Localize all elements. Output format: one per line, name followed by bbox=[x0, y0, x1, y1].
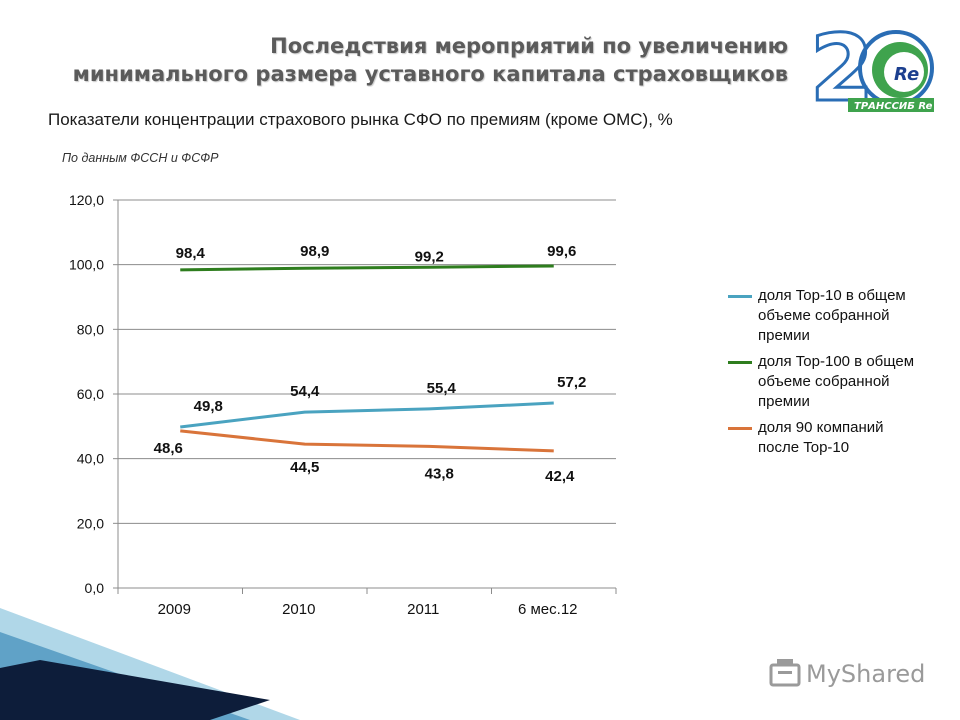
data-label: 44,5 bbox=[290, 459, 319, 476]
logo-brand-text: ТРАНССИБ Re bbox=[854, 101, 933, 112]
data-label: 98,9 bbox=[300, 243, 329, 260]
legend-item-3: доля 90 компаний после Top-10 bbox=[728, 418, 918, 458]
y-tick-label: 120,0 bbox=[69, 192, 104, 208]
legend-swatch bbox=[728, 295, 752, 298]
transsib-re-logo: 2 Re ТРАНССИБ Re bbox=[809, 18, 934, 118]
y-tick-labels: 0,0 20,0 40,0 60,0 80,0 100,0 120,0 bbox=[69, 192, 104, 596]
series-line-1 bbox=[180, 401, 554, 429]
legend-item-2: доля Top-100 в общем объеме собранной пр… bbox=[728, 352, 918, 412]
series-line-2 bbox=[180, 264, 554, 272]
legend-item-1: доля Top-10 в общем объеме собранной пре… bbox=[728, 286, 918, 346]
x-tick-label: 2010 bbox=[282, 601, 315, 618]
data-label: 43,8 bbox=[425, 465, 454, 482]
watermark-text: MyShared bbox=[806, 660, 926, 688]
y-tick-label: 80,0 bbox=[77, 321, 104, 337]
chart-legend: доля Top-10 в общем объеме собранной пре… bbox=[728, 286, 918, 464]
data-label: 42,4 bbox=[545, 468, 575, 485]
y-tick-label: 40,0 bbox=[77, 451, 104, 467]
chart-subtitle: Показатели концентрации страхового рынка… bbox=[48, 110, 673, 129]
slide-title: Последствия мероприятий по увеличению ми… bbox=[73, 32, 788, 88]
data-label: 54,4 bbox=[290, 383, 320, 400]
x-tick-label: 6 мес.12 bbox=[518, 601, 578, 618]
x-tick-labels: 2009 2010 2011 6 мес.12 bbox=[158, 601, 578, 618]
legend-label: доля Top-10 в общем объеме собранной пре… bbox=[758, 287, 906, 344]
data-label: 57,2 bbox=[557, 374, 586, 391]
series-line-3 bbox=[180, 429, 554, 453]
data-label: 99,2 bbox=[415, 248, 444, 265]
data-label: 55,4 bbox=[427, 380, 457, 397]
data-label: 49,8 bbox=[194, 398, 223, 415]
source-note: По данным ФССН и ФСФР bbox=[62, 151, 219, 165]
slide-title-line1: Последствия мероприятий по увеличению bbox=[270, 34, 788, 58]
x-tick-label: 2009 bbox=[158, 601, 191, 618]
y-tick-label: 100,0 bbox=[69, 257, 104, 273]
myshared-logo-icon bbox=[769, 659, 801, 687]
y-tick-label: 20,0 bbox=[77, 515, 104, 531]
series-lines bbox=[180, 264, 554, 453]
data-label: 48,6 bbox=[154, 440, 183, 457]
logo-re-text: Re bbox=[894, 64, 919, 85]
axes bbox=[113, 199, 617, 594]
data-labels: 49,8 54,4 55,4 57,2 98,4 98,9 99,2 99,6 48,6 44,5… bbox=[154, 243, 587, 485]
x-tick-label: 2011 bbox=[407, 601, 439, 618]
y-tick-label: 60,0 bbox=[77, 386, 104, 402]
legend-swatch bbox=[728, 427, 752, 430]
legend-swatch bbox=[728, 361, 752, 364]
legend-label: доля Top-100 в общем объеме собранной пр… bbox=[758, 353, 915, 410]
slide-title-line2: минимального размера уставного капитала … bbox=[72, 62, 788, 86]
y-tick-label: 0,0 bbox=[85, 580, 105, 596]
data-label: 98,4 bbox=[176, 245, 206, 262]
legend-label: доля 90 компаний после Top-10 bbox=[758, 419, 884, 456]
data-label: 99,6 bbox=[547, 243, 576, 260]
